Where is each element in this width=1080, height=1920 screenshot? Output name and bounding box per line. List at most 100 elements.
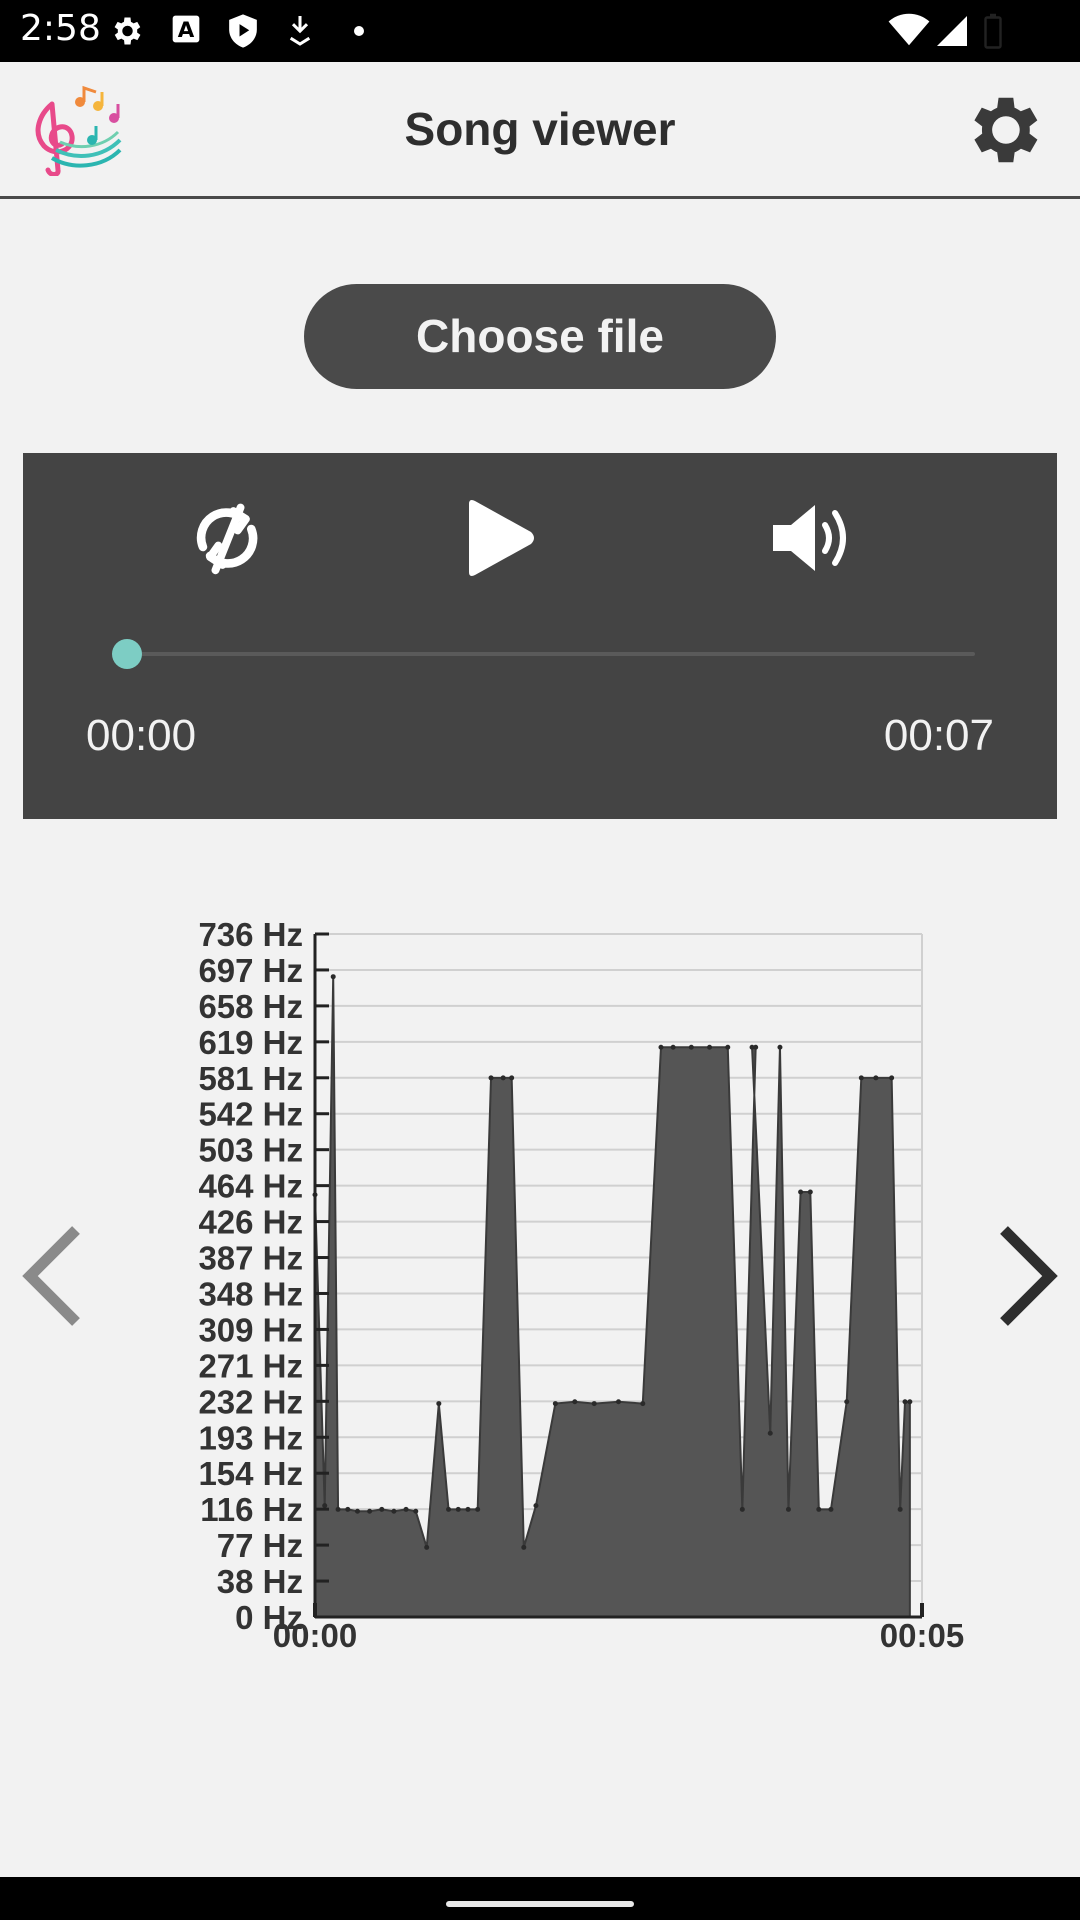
data-point: [500, 1075, 506, 1081]
data-point: [873, 1075, 879, 1081]
y-tick-label: 348 Hz: [198, 1275, 303, 1312]
data-point: [335, 1506, 341, 1512]
system-nav-bar: [0, 1877, 1080, 1920]
y-tick-label: 503 Hz: [198, 1132, 303, 1169]
data-point: [844, 1399, 850, 1405]
data-point: [858, 1075, 864, 1081]
page-title: Song viewer: [404, 103, 676, 155]
data-point: [707, 1044, 713, 1050]
seek-bar[interactable]: [127, 652, 975, 656]
data-point: [739, 1506, 745, 1512]
data-point: [572, 1399, 578, 1405]
shield-play-icon: [229, 14, 257, 48]
data-point: [488, 1075, 494, 1081]
y-tick-label: 736 Hz: [198, 916, 303, 953]
data-point: [509, 1075, 515, 1081]
home-gesture-pill[interactable]: [446, 1901, 634, 1907]
data-point: [465, 1506, 471, 1512]
data-point: [807, 1189, 813, 1195]
play-icon[interactable]: [459, 496, 539, 580]
gear-icon[interactable]: [960, 84, 1052, 176]
data-point: [475, 1506, 481, 1512]
data-point: [616, 1399, 621, 1405]
y-tick-label: 387 Hz: [198, 1240, 303, 1277]
status-bar: 2:58 A: [0, 0, 1080, 62]
y-tick-label: 309 Hz: [198, 1311, 303, 1348]
data-point: [403, 1506, 409, 1512]
data-point: [777, 1044, 783, 1050]
data-point: [424, 1544, 430, 1550]
y-tick-label: 271 Hz: [198, 1347, 303, 1384]
y-tick-label: 697 Hz: [198, 952, 303, 989]
data-point: [391, 1508, 397, 1514]
svg-text:A: A: [178, 18, 195, 43]
settings-gear-icon: [114, 17, 141, 45]
data-point: [552, 1401, 558, 1407]
data-point: [688, 1044, 694, 1050]
y-tick-label: 542 Hz: [198, 1096, 303, 1133]
y-tick-label: 116 Hz: [200, 1491, 303, 1528]
shuffle-off-icon[interactable]: [185, 495, 271, 581]
y-tick-label: 77 Hz: [217, 1527, 303, 1564]
data-point: [455, 1506, 461, 1512]
data-point: [354, 1508, 360, 1514]
y-tick-label: 193 Hz: [198, 1419, 303, 1456]
data-point: [785, 1506, 791, 1512]
data-point: [640, 1401, 646, 1407]
data-point: [897, 1506, 903, 1512]
data-point: [798, 1189, 804, 1195]
series-area: [314, 976, 911, 1618]
chart-axes: [313, 932, 924, 1619]
data-point: [749, 1044, 755, 1050]
chevron-left-icon[interactable]: [20, 1226, 84, 1326]
font-a-icon: A: [172, 15, 200, 43]
y-tick-label: 232 Hz: [198, 1383, 303, 1420]
y-tick-label: 464 Hz: [198, 1168, 303, 1205]
data-point: [446, 1506, 452, 1512]
data-point: [725, 1044, 731, 1050]
battery-icon: [984, 13, 1002, 49]
x-tick-label: 00:00: [273, 1617, 357, 1654]
y-tick-label: 658 Hz: [198, 988, 303, 1025]
choose-file-button[interactable]: Choose file: [304, 284, 776, 389]
data-point: [828, 1506, 834, 1512]
x-axis-labels: 00:00 00:05: [273, 1617, 964, 1654]
data-point: [413, 1508, 419, 1514]
data-point: [322, 1503, 328, 1509]
data-point: [521, 1544, 527, 1550]
seek-thumb[interactable]: [112, 639, 142, 669]
dot-icon: [354, 26, 364, 36]
data-point: [345, 1506, 351, 1512]
data-point: [670, 1044, 676, 1050]
signal-icon: [937, 16, 967, 46]
status-time: 2:58: [20, 8, 101, 49]
chevron-right-icon[interactable]: [996, 1226, 1060, 1326]
x-tick-label: 00:05: [880, 1617, 964, 1654]
chart-area: [312, 974, 913, 1618]
y-tick-label: 426 Hz: [198, 1204, 303, 1241]
data-point: [658, 1044, 664, 1050]
music-notes-logo: [35, 85, 122, 176]
data-point: [591, 1401, 597, 1407]
data-point: [379, 1506, 385, 1512]
y-tick-label: 38 Hz: [217, 1563, 303, 1600]
audio-player: 00:00 00:07: [23, 453, 1057, 819]
data-point: [889, 1075, 895, 1081]
y-tick-label: 581 Hz: [198, 1060, 303, 1097]
data-point: [816, 1506, 822, 1512]
wifi-icon: [888, 13, 930, 46]
data-point: [907, 1399, 913, 1405]
data-point: [902, 1399, 908, 1405]
current-time: 00:00: [86, 711, 197, 760]
data-point: [367, 1508, 373, 1514]
volume-icon[interactable]: [769, 499, 855, 577]
download-icon: [289, 16, 311, 46]
data-point: [330, 974, 336, 980]
data-point: [533, 1503, 539, 1509]
data-point: [767, 1430, 773, 1436]
app-bar: Song viewer: [0, 62, 1080, 199]
data-point: [753, 1044, 759, 1050]
data-point: [436, 1401, 442, 1407]
